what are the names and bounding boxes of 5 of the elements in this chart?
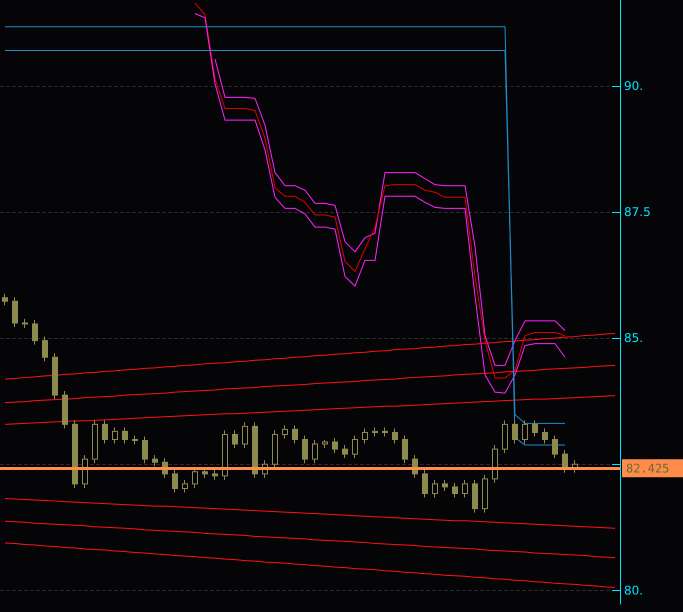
y-tick-label: 90. [624, 78, 644, 93]
y-tick-label: 85. [624, 331, 644, 346]
y-tick-label: 87.5 [624, 204, 651, 219]
ref-line-label: 82.425 [626, 461, 670, 476]
y-tick-label: 80. [624, 583, 644, 598]
